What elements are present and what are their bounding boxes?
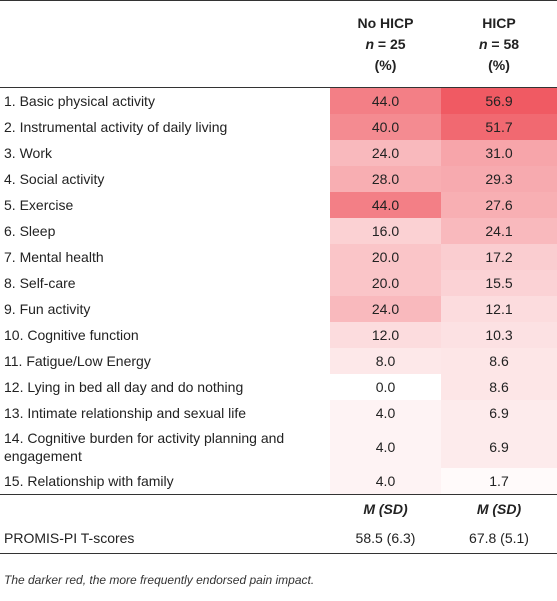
row-label: 11. Fatigue/Low Energy <box>4 353 151 369</box>
table-row: 12. Lying in bed all day and do nothing 0… <box>0 374 557 400</box>
row-label: 6. Sleep <box>4 223 56 239</box>
hicp-cell: 51.7 <box>441 114 557 140</box>
header-no-hicp-n: n = 25 <box>330 34 441 55</box>
no-hicp-cell: 20.0 <box>330 244 441 270</box>
pain-impact-table: No HICP n = 25 (%) HICP n = 58 (%) 1. Ba… <box>0 0 557 554</box>
header-blank <box>0 0 330 88</box>
no-hicp-cell: 44.0 <box>330 87 441 114</box>
row-label: 7. Mental health <box>4 249 104 265</box>
table-row: 2. Instrumental activity of daily living… <box>0 114 557 140</box>
header-hicp-group: HICP <box>482 14 516 31</box>
row-label: 15. Relationship with family <box>4 473 174 489</box>
no-hicp-cell: 40.0 <box>330 114 441 140</box>
msd-no-hicp: M (SD) <box>330 494 441 523</box>
no-hicp-cell: 4.0 <box>330 426 441 468</box>
hicp-cell: 15.5 <box>441 270 557 296</box>
table-row: 10. Cognitive function 12.0 10.3 <box>0 322 557 348</box>
row-label: 13. Intimate relationship and sexual lif… <box>4 405 247 421</box>
no-hicp-cell: 4.0 <box>330 468 441 495</box>
hicp-cell: 1.7 <box>441 468 557 495</box>
no-hicp-cell: 28.0 <box>330 166 441 192</box>
hicp-cell: 24.1 <box>441 218 557 244</box>
header-no-hicp-n-value: = 25 <box>377 35 406 52</box>
promis-hicp: 67.8 (5.1) <box>441 523 557 554</box>
header-hicp-n-label: n <box>478 35 488 52</box>
row-label: 4. Social activity <box>4 171 105 187</box>
hicp-cell: 31.0 <box>441 140 557 166</box>
table-row: 9. Fun activity 24.0 12.1 <box>0 296 557 322</box>
row-label: 1. Basic physical activity <box>4 93 155 109</box>
msd-hicp: M (SD) <box>441 494 557 523</box>
header-hicp-n-value: = 58 <box>491 35 520 52</box>
no-hicp-cell: 44.0 <box>330 192 441 218</box>
promis-row: PROMIS-PI T-scores 58.5 (6.3) 67.8 (5.1) <box>0 523 557 554</box>
hicp-cell: 27.6 <box>441 192 557 218</box>
row-label: 12. Lying in bed all day and do nothing <box>4 379 244 395</box>
header-no-hicp-unit: (%) <box>374 56 397 73</box>
hicp-cell: 6.9 <box>441 400 557 426</box>
table-row: 1. Basic physical activity 44.0 56.9 <box>0 87 557 114</box>
hicp-cell: 10.3 <box>441 322 557 348</box>
hicp-cell: 6.9 <box>441 426 557 468</box>
no-hicp-cell: 24.0 <box>330 296 441 322</box>
row-label: 3. Work <box>4 145 52 161</box>
hicp-cell: 12.1 <box>441 296 557 322</box>
hicp-cell: 56.9 <box>441 87 557 114</box>
table-row: 5. Exercise 44.0 27.6 <box>0 192 557 218</box>
table-row: 15. Relationship with family 4.0 1.7 <box>0 468 557 495</box>
row-label: 5. Exercise <box>4 197 74 213</box>
header-no-hicp-group: No HICP <box>357 14 414 31</box>
footnote: The darker red, the more frequently endo… <box>4 573 315 587</box>
row-label: 14. Cognitive burden for activity planni… <box>4 430 285 464</box>
no-hicp-cell: 4.0 <box>330 400 441 426</box>
hicp-cell: 8.6 <box>441 348 557 374</box>
no-hicp-cell: 8.0 <box>330 348 441 374</box>
header-hicp-unit: (%) <box>488 56 510 73</box>
no-hicp-cell: 16.0 <box>330 218 441 244</box>
row-label: 10. Cognitive function <box>4 327 139 343</box>
header-hicp-n: n = 58 <box>441 34 557 55</box>
no-hicp-cell: 20.0 <box>330 270 441 296</box>
promis-no-hicp: 58.5 (6.3) <box>330 523 441 554</box>
hicp-cell: 8.6 <box>441 374 557 400</box>
table-row: 13. Intimate relationship and sexual lif… <box>0 400 557 426</box>
header-no-hicp: No HICP n = 25 (%) <box>330 0 441 88</box>
table-row: 4. Social activity 28.0 29.3 <box>0 166 557 192</box>
table-body: 1. Basic physical activity 44.0 56.9 2. Ins… <box>0 87 557 495</box>
msd-blank <box>0 494 330 523</box>
promis-label: PROMIS-PI T-scores <box>0 523 330 554</box>
table-row: 6. Sleep 16.0 24.1 <box>0 218 557 244</box>
hicp-cell: 17.2 <box>441 244 557 270</box>
table-row: 11. Fatigue/Low Energy 8.0 8.6 <box>0 348 557 374</box>
header-hicp: HICP n = 58 (%) <box>441 0 557 88</box>
table-row: 8. Self-care 20.0 15.5 <box>0 270 557 296</box>
table-row: 7. Mental health 20.0 17.2 <box>0 244 557 270</box>
row-label: 8. Self-care <box>4 275 76 291</box>
no-hicp-cell: 0.0 <box>330 374 441 400</box>
no-hicp-cell: 12.0 <box>330 322 441 348</box>
row-label: 2. Instrumental activity of daily living <box>4 119 228 135</box>
msd-header-row: M (SD) M (SD) <box>0 494 557 523</box>
table-row: 3. Work 24.0 31.0 <box>0 140 557 166</box>
hicp-cell: 29.3 <box>441 166 557 192</box>
table-row: 14. Cognitive burden for activity planni… <box>0 426 557 468</box>
header-no-hicp-n-label: n <box>365 35 375 52</box>
no-hicp-cell: 24.0 <box>330 140 441 166</box>
header-row: No HICP n = 25 (%) HICP n = 58 (%) <box>0 0 557 88</box>
row-label: 9. Fun activity <box>4 301 91 317</box>
